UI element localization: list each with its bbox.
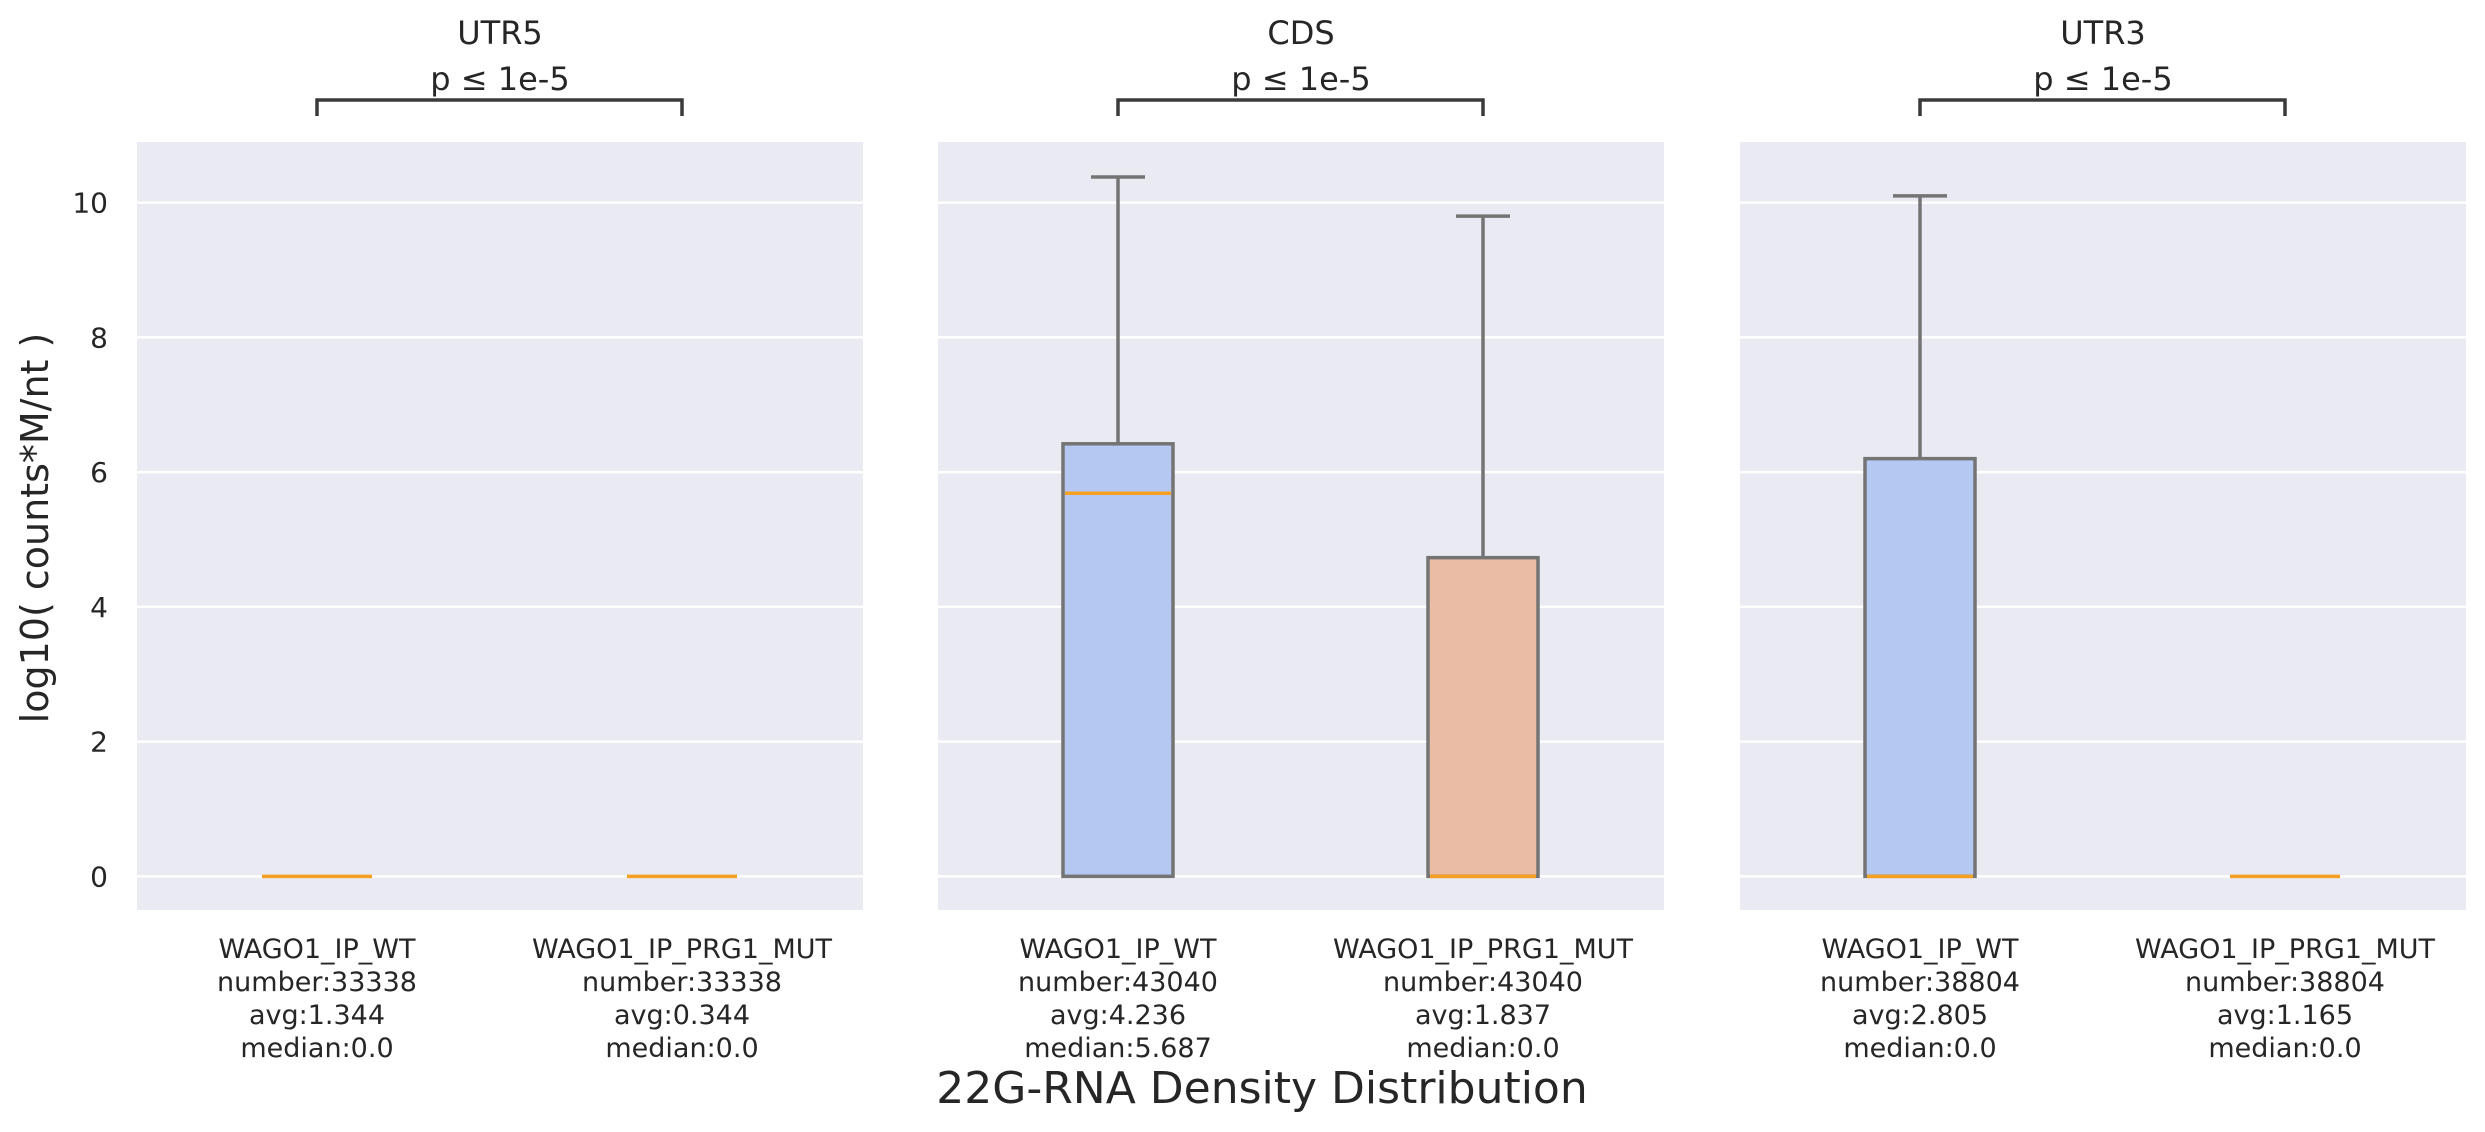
panel-title: UTR5: [457, 14, 543, 52]
x-tick-label: WAGO1_IP_WT: [1019, 934, 1217, 965]
box: [1426, 555, 1540, 879]
significance-bracket: [1918, 98, 2287, 116]
panel-background: [137, 142, 863, 910]
group-stat-label: median:0.0: [1406, 1033, 1559, 1064]
group-stat-label: number:33338: [217, 967, 417, 998]
x-axis-label: 22G-RNA Density Distribution: [936, 1063, 1588, 1114]
x-tick-label: WAGO1_IP_WT: [218, 934, 416, 965]
y-axis: 0 2 4 6 8 10: [72, 187, 108, 894]
box-group: WAGO1_IP_PRG1_MUTnumber:38804avg:1.165me…: [2135, 874, 2436, 1064]
group-stat-label: avg:1.344: [249, 1000, 385, 1031]
y-tick-label: 0: [90, 860, 108, 893]
x-tick-label: WAGO1_IP_PRG1_MUT: [2135, 934, 2436, 965]
significance-bracket: [1116, 98, 1485, 116]
group-stat-label: avg:1.165: [2217, 1000, 2353, 1031]
panel-pvalue: p ≤ 1e-5: [430, 60, 569, 98]
group-stat-label: avg:1.837: [1415, 1000, 1551, 1031]
panel-background: [938, 142, 1664, 910]
x-tick-label: WAGO1_IP_PRG1_MUT: [1333, 934, 1634, 965]
y-tick-label: 10: [72, 187, 108, 220]
panel-title: UTR3: [2060, 14, 2146, 52]
y-axis-label: log10( counts*M/nt ): [13, 333, 57, 724]
box: [1061, 442, 1175, 879]
y-tick-label: 2: [90, 726, 108, 759]
panel-background: [1740, 142, 2466, 910]
group-stat-label: number:43040: [1383, 967, 1583, 998]
group-stat-label: median:5.687: [1024, 1033, 1212, 1064]
box-group: WAGO1_IP_WTnumber:43040avg:4.236median:5…: [1018, 175, 1218, 1064]
box-group: WAGO1_IP_WTnumber:33338avg:1.344median:0…: [217, 874, 417, 1064]
box-group: WAGO1_IP_PRG1_MUTnumber:33338avg:0.344me…: [532, 874, 833, 1064]
group-stat-label: number:33338: [582, 967, 782, 998]
group-stat-label: median:0.0: [1843, 1033, 1996, 1064]
group-stat-label: median:0.0: [240, 1033, 393, 1064]
box: [1863, 456, 1977, 879]
x-tick-label: WAGO1_IP_WT: [1821, 934, 2019, 965]
group-stat-label: median:0.0: [2208, 1033, 2361, 1064]
y-tick-label: 6: [90, 456, 108, 489]
panel-title: CDS: [1267, 14, 1334, 52]
y-tick-label: 4: [90, 591, 108, 624]
group-stat-label: number:38804: [2185, 967, 2385, 998]
panel-pvalue: p ≤ 1e-5: [1231, 60, 1370, 98]
group-stat-label: avg:2.805: [1852, 1000, 1988, 1031]
group-stat-label: number:38804: [1820, 967, 2020, 998]
group-stat-label: median:0.0: [605, 1033, 758, 1064]
group-stat-label: number:43040: [1018, 967, 1218, 998]
x-tick-label: WAGO1_IP_PRG1_MUT: [532, 934, 833, 965]
y-tick-label: 8: [90, 321, 108, 354]
box-group: WAGO1_IP_WTnumber:38804avg:2.805median:0…: [1820, 194, 2020, 1064]
significance-bracket: [315, 98, 684, 116]
group-stat-label: avg:4.236: [1050, 1000, 1186, 1031]
group-stat-label: avg:0.344: [614, 1000, 750, 1031]
panel-pvalue: p ≤ 1e-5: [2033, 60, 2172, 98]
box-group: WAGO1_IP_PRG1_MUTnumber:43040avg:1.837me…: [1333, 214, 1634, 1064]
